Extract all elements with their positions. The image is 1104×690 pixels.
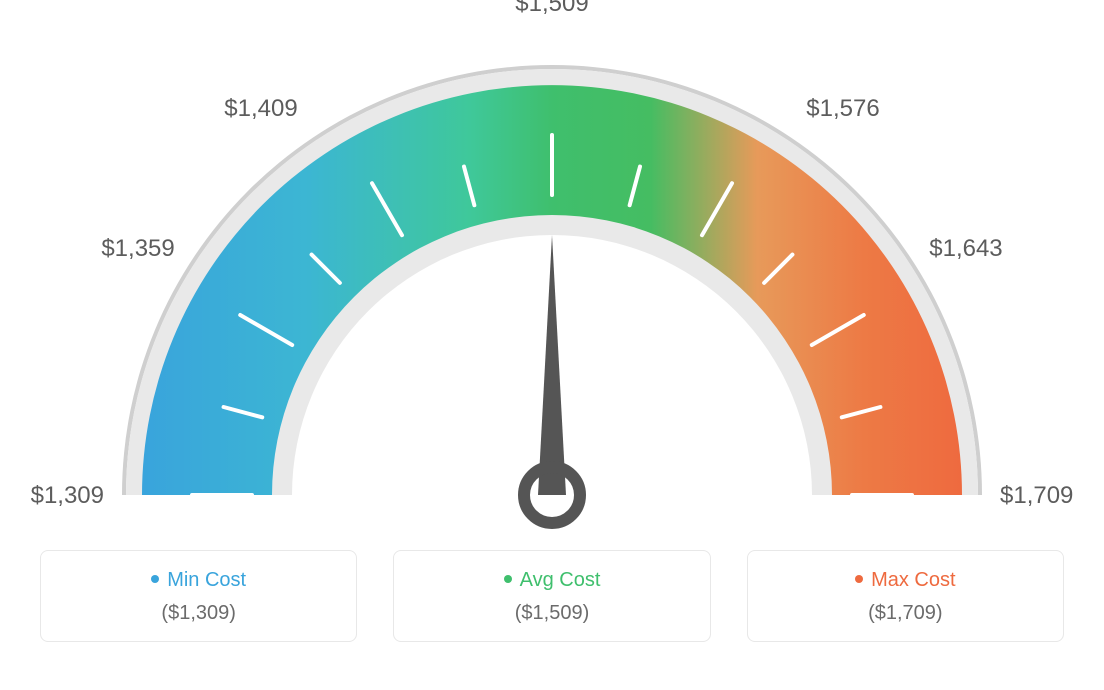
svg-text:$1,576: $1,576 — [806, 95, 879, 122]
legend-min-title: Min Cost — [51, 569, 346, 592]
svg-text:$1,709: $1,709 — [1000, 482, 1073, 509]
svg-text:$1,309: $1,309 — [31, 482, 104, 509]
legend-row: Min Cost ($1,309) Avg Cost ($1,509) Max … — [0, 550, 1104, 642]
gauge-chart: $1,309 $1,359 $1,409 $1,509 $1,576 $1,643 $1,7… — [0, 0, 1104, 540]
gauge-svg: $1,309 $1,359 $1,409 $1,509 $1,576 $1,643 $1,7… — [0, 0, 1104, 540]
svg-text:$1,643: $1,643 — [929, 235, 1002, 262]
dot-icon — [855, 575, 863, 583]
legend-max-label: Max Cost — [871, 569, 955, 591]
legend-min-label: Min Cost — [167, 569, 246, 591]
legend-min-value: ($1,309) — [51, 602, 346, 625]
legend-avg-title: Avg Cost — [404, 569, 699, 592]
legend-avg-label: Avg Cost — [520, 569, 601, 591]
dot-icon — [151, 575, 159, 583]
legend-avg-value: ($1,509) — [404, 602, 699, 625]
legend-max-value: ($1,709) — [758, 602, 1053, 625]
dot-icon — [504, 575, 512, 583]
svg-text:$1,409: $1,409 — [224, 95, 297, 122]
svg-text:$1,359: $1,359 — [101, 235, 174, 262]
legend-card-max: Max Cost ($1,709) — [747, 550, 1064, 642]
legend-card-min: Min Cost ($1,309) — [40, 550, 357, 642]
legend-max-title: Max Cost — [758, 569, 1053, 592]
svg-text:$1,509: $1,509 — [515, 0, 588, 17]
legend-card-avg: Avg Cost ($1,509) — [393, 550, 710, 642]
